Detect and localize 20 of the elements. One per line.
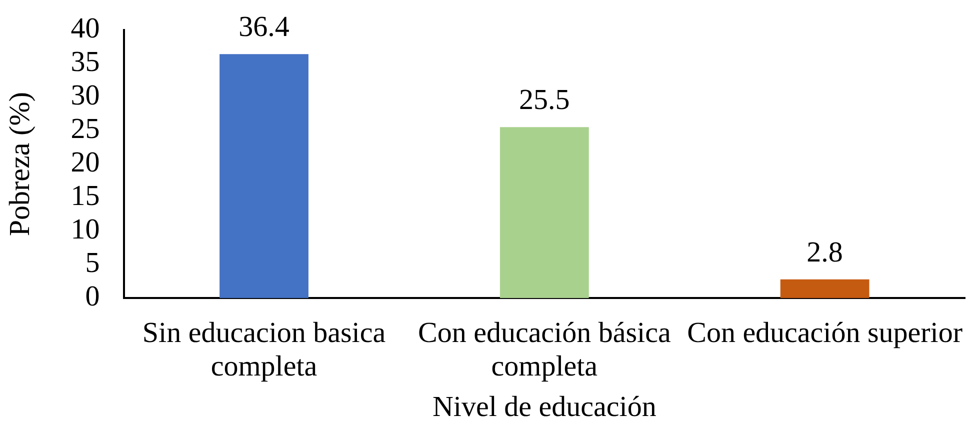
data-label: 2.8 bbox=[806, 236, 843, 268]
x-axis-title: Nivel de educación bbox=[432, 391, 657, 424]
y-tick-label: 15 bbox=[70, 180, 100, 212]
data-label: 25.5 bbox=[519, 84, 570, 116]
x-tick-label: Sin educacion basica completa bbox=[142, 317, 386, 382]
y-axis-title: Pobreza (%) bbox=[4, 92, 36, 236]
x-tick-label: Con educación básica completa bbox=[418, 317, 671, 382]
y-tick-label: 20 bbox=[70, 146, 100, 179]
bar bbox=[780, 279, 870, 298]
y-tick-label: 5 bbox=[85, 247, 100, 280]
y-tick-label: 35 bbox=[70, 46, 100, 78]
data-label: 36.4 bbox=[238, 11, 290, 44]
bar bbox=[220, 54, 308, 298]
y-tick-label: 25 bbox=[70, 113, 100, 146]
y-tick-label: 30 bbox=[70, 80, 100, 112]
y-tick-label: 10 bbox=[70, 214, 100, 246]
bar bbox=[500, 127, 589, 298]
y-tick-label: 0 bbox=[85, 280, 100, 313]
x-tick-label: Con educación superior bbox=[687, 317, 963, 350]
y-tick-label: 40 bbox=[70, 12, 100, 45]
